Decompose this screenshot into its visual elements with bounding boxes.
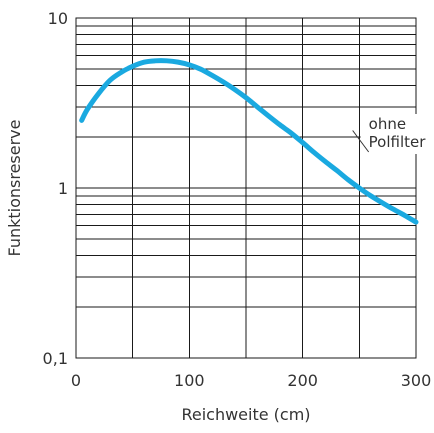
- series-line: [79, 58, 419, 225]
- x-axis-title: Reichweite (cm): [181, 405, 310, 424]
- grid-layer: [75, 17, 417, 359]
- series-layer: [79, 58, 419, 225]
- x-tick-label: 300: [401, 371, 432, 390]
- annotation-text: Polfilter: [369, 133, 427, 151]
- tick-label-layer: 0 100 200 300 0,1 1 10: [43, 9, 432, 390]
- x-tick-label: 100: [174, 371, 205, 390]
- x-tick-label: 0: [71, 371, 81, 390]
- annotation-text: ohne: [369, 115, 406, 133]
- annotation-leader: [352, 130, 370, 153]
- y-tick-label: 0,1: [43, 349, 68, 368]
- plot-frame: [75, 17, 417, 359]
- annotation-box: [360, 114, 434, 154]
- x-tick-label: 200: [287, 371, 318, 390]
- y-tick-label: 10: [48, 9, 68, 28]
- y-axis-title: Funktionsreserve: [5, 120, 24, 257]
- y-tick-label: 1: [58, 179, 68, 198]
